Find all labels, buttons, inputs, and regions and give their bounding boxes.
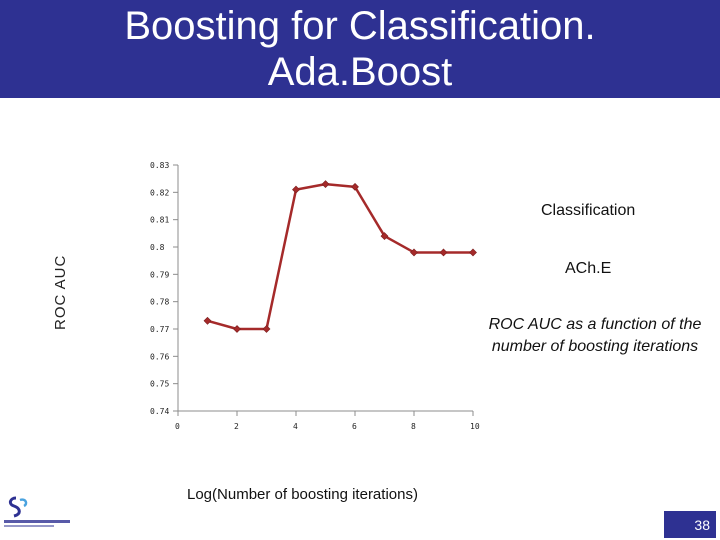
data-point [262,325,271,333]
x-tick-label: 6 [352,422,357,431]
x-tick-label: 8 [411,422,416,431]
note-classification: Classification [541,202,636,219]
title-bar [0,0,720,98]
y-tick-label: 0.76 [150,352,169,361]
data-point [351,182,359,191]
y-tick-label: 0.75 [150,380,169,389]
data-point [233,325,241,333]
y-tick-label: 0.74 [150,407,169,416]
y-tick-label: 0.81 [150,216,169,225]
slide-title-line-2: Ada.Boost [267,50,453,94]
y-tick-label: 0.8 [150,243,165,252]
series-line [207,182,473,331]
data-point [292,185,300,194]
x-tick-label: 10 [470,422,480,431]
y-tick-label: 0.78 [150,298,169,307]
data-point [380,232,389,240]
slide-title: Boosting for Classification. Ada.Boost [0,0,720,98]
data-point [410,248,418,257]
note-caption: ROC AUC as a function of the number of b… [488,316,702,355]
y-tick-label: 0.82 [150,188,169,197]
y-tick-label: 0.77 [150,325,169,334]
x-tick-label: 4 [293,422,298,431]
y-tick-label: 0.83 [150,161,169,170]
data-point [439,248,448,257]
page-number: 38 [664,511,716,538]
data-point [203,316,212,325]
y-axis-label: ROC AUC [52,254,69,330]
data-point [321,180,330,189]
x-tick-label: 0 [175,422,180,431]
university-logo-icon [4,496,70,527]
slide-title-line-1: Boosting for Classification. [124,4,596,48]
x-axis-label: Log(Number of boosting iterations) [187,486,418,503]
x-tick-label: 2 [234,422,239,431]
data-point [469,248,477,257]
note-dataset: ACh.E [565,260,612,277]
y-tick-label: 0.79 [150,270,169,279]
